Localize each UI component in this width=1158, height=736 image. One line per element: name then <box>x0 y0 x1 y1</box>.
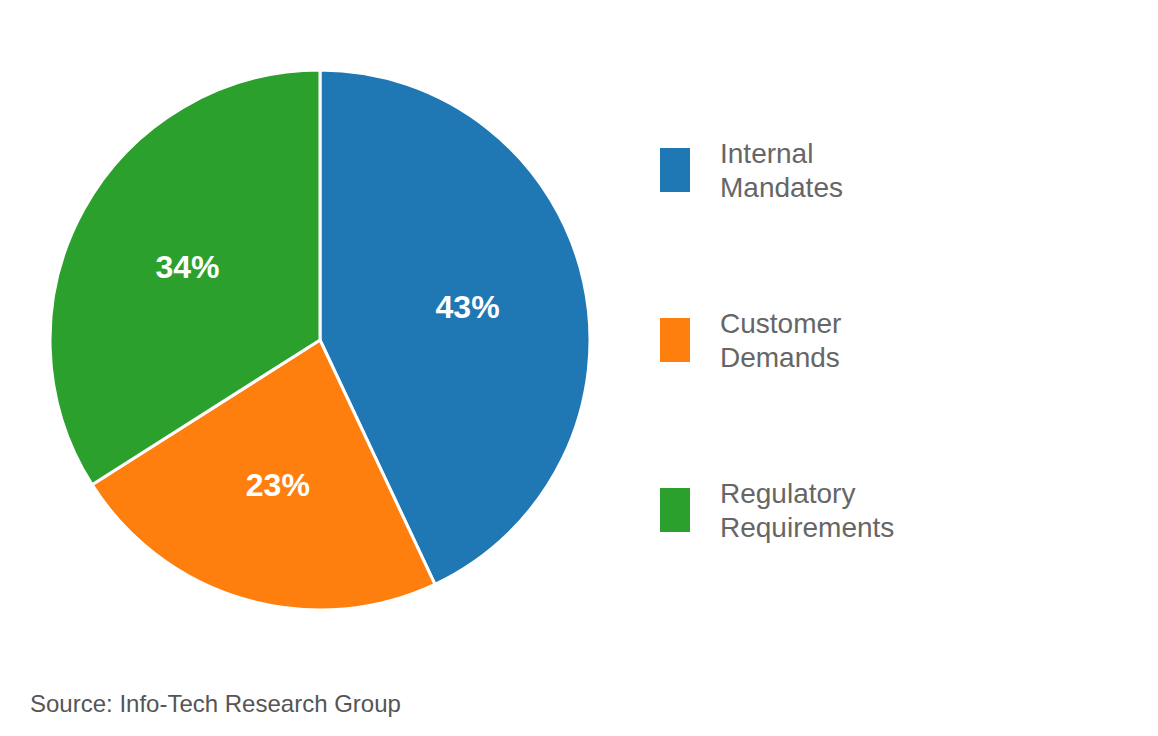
legend-swatch <box>660 318 690 362</box>
legend: InternalMandates CustomerDemands Regulator… <box>660 138 894 543</box>
chart: 43% 23% 34% InternalMandates CustomerDemands… <box>0 0 1158 736</box>
data-label: 23% <box>246 467 310 503</box>
legend-label: InternalMandates <box>720 138 843 203</box>
pie <box>50 70 590 610</box>
legend-label: CustomerDemands <box>720 308 841 373</box>
data-label: 34% <box>155 249 219 285</box>
data-labels: 43% 23% 34% <box>155 249 499 503</box>
legend-label: RegulatoryRequirements <box>720 478 894 543</box>
pie-slice <box>50 70 320 485</box>
data-label: 43% <box>436 289 500 325</box>
legend-swatch <box>660 488 690 532</box>
legend-swatch <box>660 148 690 192</box>
annotation: Source: Info-Tech Research Group <box>30 690 401 717</box>
